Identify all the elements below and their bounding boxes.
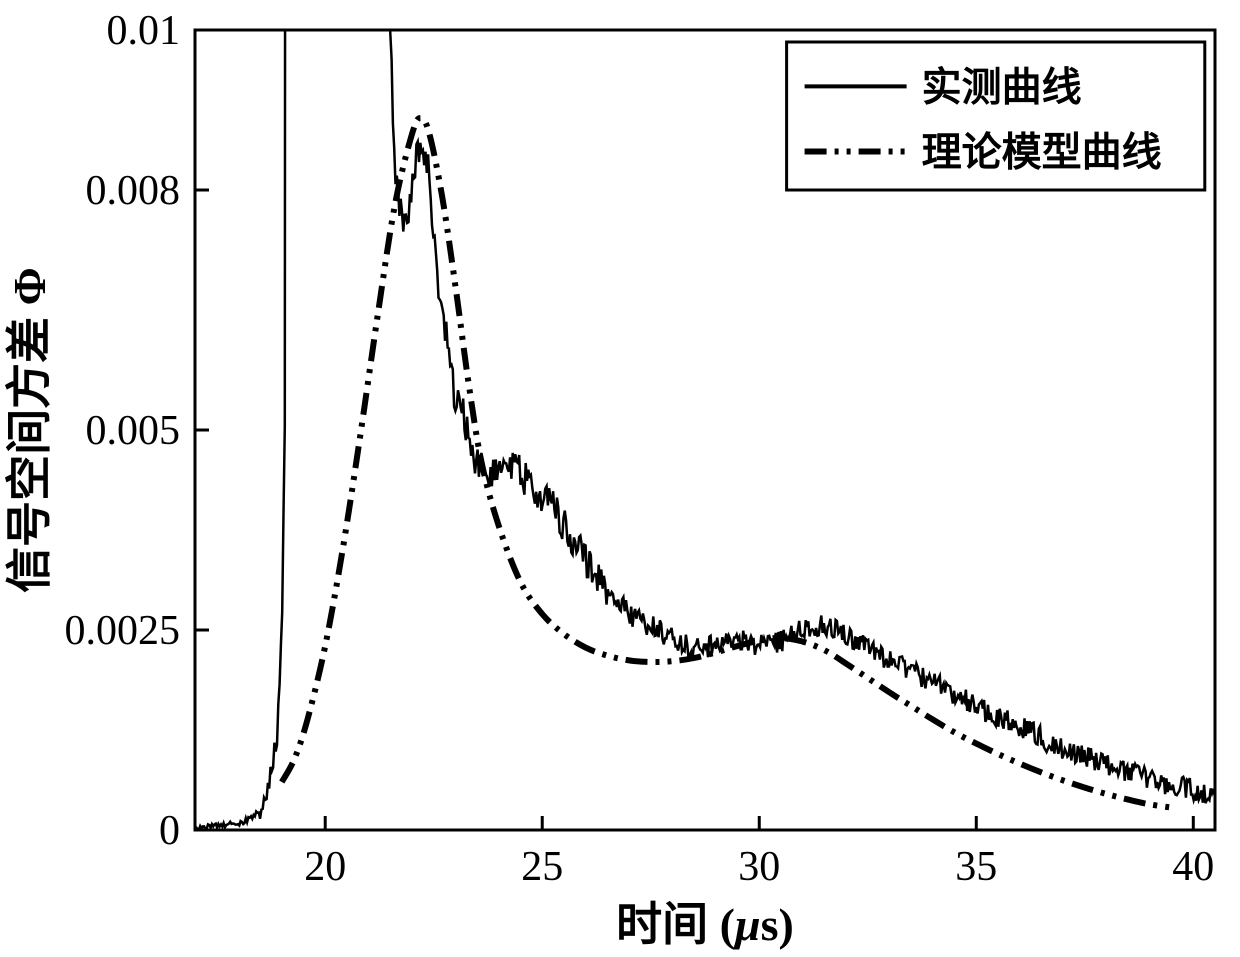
y-tick-label: 0.008 xyxy=(86,168,181,214)
x-tick-label: 20 xyxy=(304,844,346,890)
x-tick-label: 30 xyxy=(738,844,780,890)
x-tick-label: 35 xyxy=(955,844,997,890)
y-axis-title: 信号空间方差 Φ xyxy=(4,267,55,593)
line-chart: 20 25 30 35 40 0 0.0025 0.005 0.008 0.01 时间 (μs) 信号… xyxy=(0,0,1240,957)
x-tick-label: 25 xyxy=(521,844,563,890)
y-tick-label: 0.01 xyxy=(107,8,181,54)
y-tick-label: 0.005 xyxy=(86,408,181,454)
chart-container: 20 25 30 35 40 0 0.0025 0.005 0.008 0.01 时间 (μs) 信号… xyxy=(0,0,1240,957)
legend-label-1: 理论模型曲线 xyxy=(922,130,1162,175)
y-tick-label: 0.0025 xyxy=(65,608,181,654)
legend-label-0: 实测曲线 xyxy=(922,64,1082,109)
x-tick-label: 40 xyxy=(1172,844,1214,890)
x-axis-title: 时间 (μs) xyxy=(616,899,794,950)
y-tick-label: 0 xyxy=(159,808,180,854)
